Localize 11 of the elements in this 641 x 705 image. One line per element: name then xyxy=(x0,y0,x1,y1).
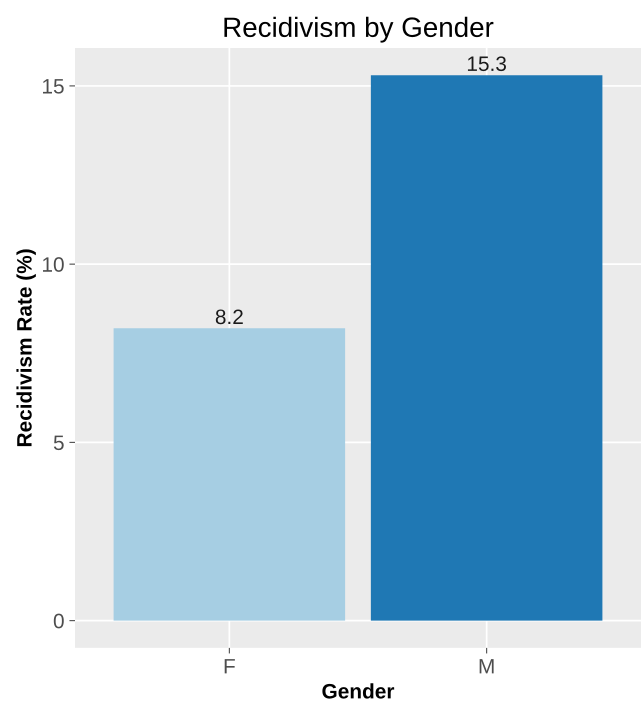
x-tick-label: F xyxy=(224,659,235,674)
x-tick-label: M xyxy=(480,659,494,674)
y-tick-label: 5 xyxy=(54,436,64,450)
y-tick-label: 0 xyxy=(54,614,64,628)
x-axis-title: Gender xyxy=(322,683,394,699)
y-tick-label: 10 xyxy=(43,257,64,272)
y-tick-label: 15 xyxy=(43,79,64,94)
data-label: 8.2 xyxy=(216,309,243,324)
chart-title: Recidivism by Gender xyxy=(224,16,494,43)
data-label: 15.3 xyxy=(468,56,506,72)
y-axis-title: Recidivism Rate (%) xyxy=(16,249,36,446)
